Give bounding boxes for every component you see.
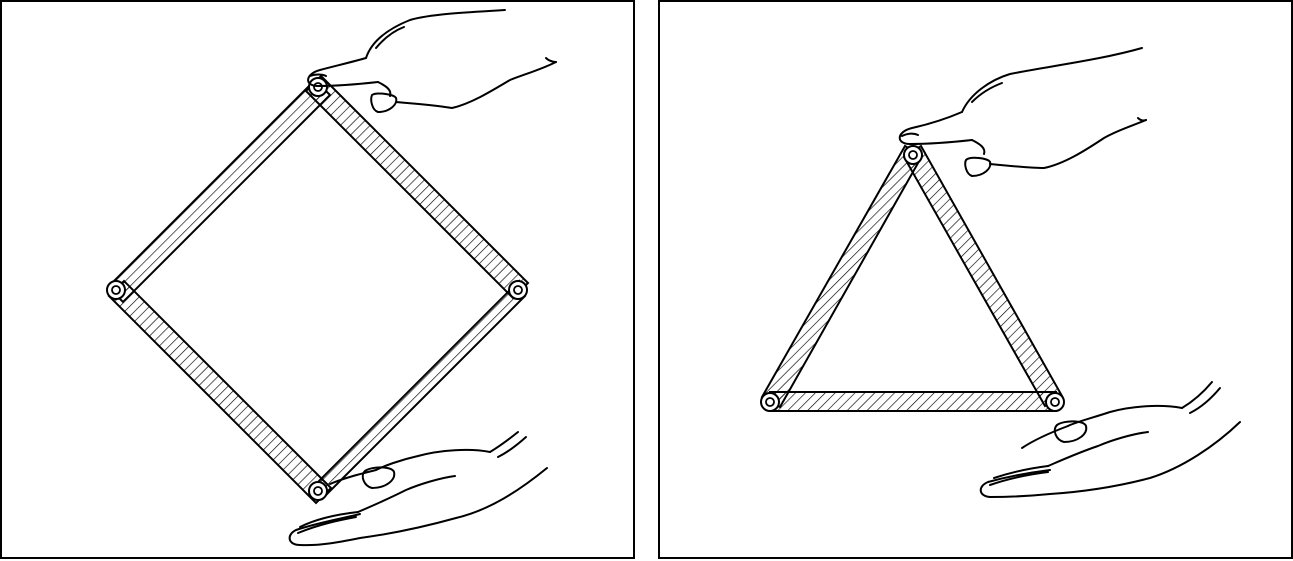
triangle-linkage bbox=[760, 144, 1065, 412]
hinge-bottom-left bbox=[760, 392, 780, 412]
square-linkage bbox=[106, 74, 530, 505]
bar-bottom-left bbox=[107, 279, 333, 505]
bar-bottom bbox=[769, 391, 1057, 412]
hinge-bottom-right bbox=[1045, 392, 1065, 412]
hand-upper-right bbox=[898, 47, 1147, 177]
bar-right-side bbox=[902, 144, 1064, 408]
hinge-bottom bbox=[308, 481, 328, 501]
bar-left-side bbox=[760, 144, 924, 409]
hinge-right bbox=[508, 280, 528, 300]
hand-lower-left bbox=[288, 431, 548, 547]
bar-bottom-right bbox=[310, 279, 527, 501]
bar-top-left bbox=[106, 78, 332, 304]
hinge-apex bbox=[903, 145, 923, 165]
hinge-left bbox=[106, 280, 126, 300]
hand-lower-right bbox=[979, 381, 1241, 498]
bar-top-right bbox=[304, 74, 530, 300]
hand-upper-left bbox=[307, 9, 557, 113]
